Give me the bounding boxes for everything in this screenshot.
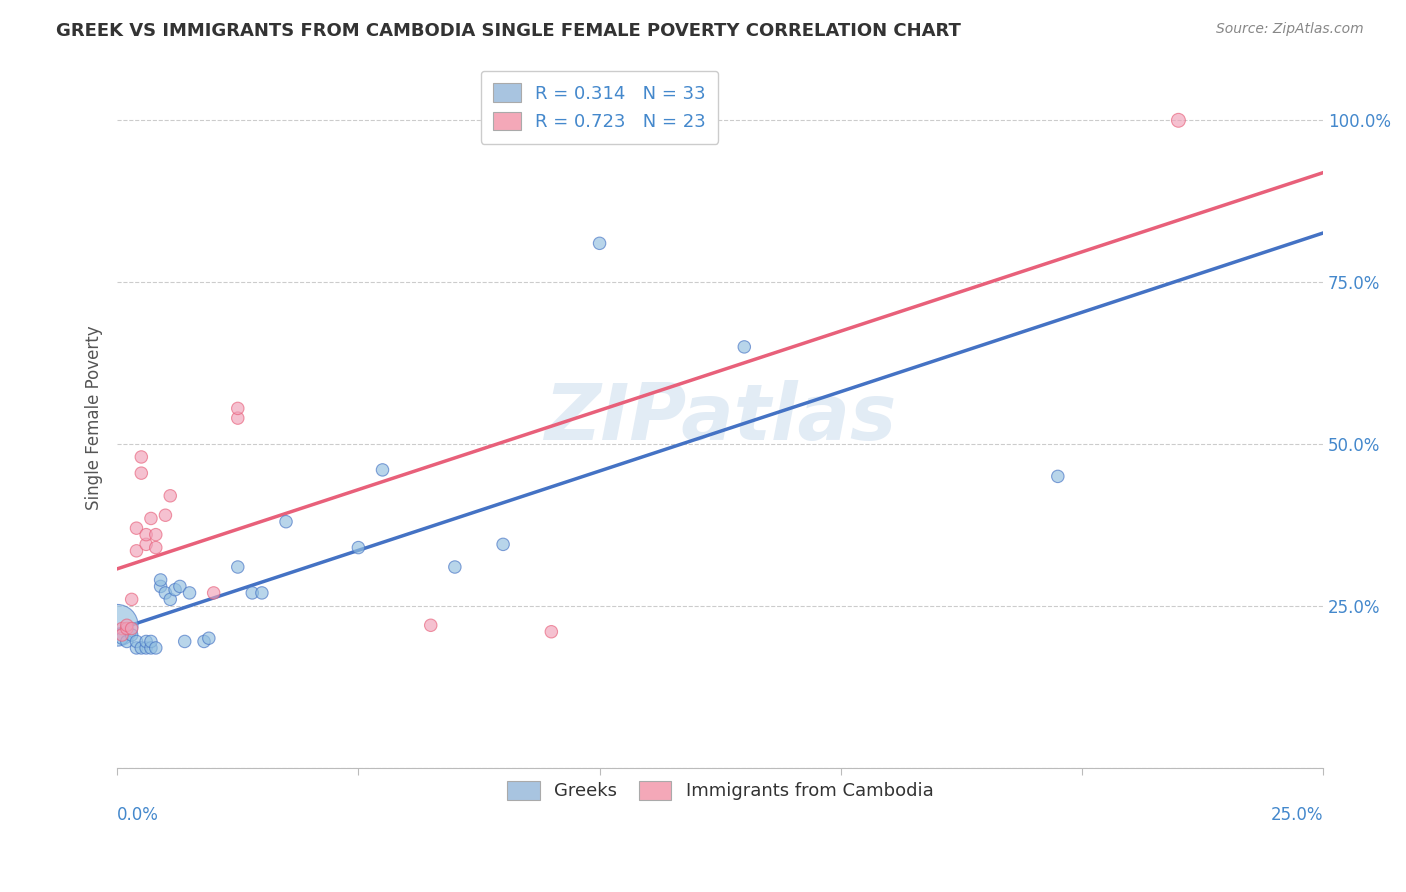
Point — [145, 541, 167, 555]
Point — [145, 527, 167, 541]
Point — [121, 628, 143, 642]
Point — [202, 586, 225, 600]
Point — [733, 340, 755, 354]
Point — [115, 618, 138, 632]
Point — [1167, 113, 1189, 128]
Point — [226, 411, 249, 425]
Point — [139, 640, 162, 655]
Point — [149, 573, 172, 587]
Point — [135, 537, 157, 551]
Point — [173, 634, 195, 648]
Point — [131, 450, 153, 464]
Point — [179, 586, 201, 600]
Point — [159, 592, 181, 607]
Point — [540, 624, 562, 639]
Point — [165, 582, 187, 597]
Point — [121, 622, 143, 636]
Point — [347, 541, 370, 555]
Point — [115, 622, 138, 636]
Point — [139, 511, 162, 525]
Point — [145, 640, 167, 655]
Point — [131, 640, 153, 655]
Point — [371, 463, 394, 477]
Point — [111, 628, 134, 642]
Point — [115, 634, 138, 648]
Point — [492, 537, 515, 551]
Point — [1046, 469, 1069, 483]
Point — [139, 634, 162, 648]
Text: GREEK VS IMMIGRANTS FROM CAMBODIA SINGLE FEMALE POVERTY CORRELATION CHART: GREEK VS IMMIGRANTS FROM CAMBODIA SINGLE… — [56, 22, 962, 40]
Point — [121, 592, 143, 607]
Point — [135, 640, 157, 655]
Point — [111, 622, 134, 636]
Text: 25.0%: 25.0% — [1271, 806, 1323, 824]
Point — [135, 527, 157, 541]
Point — [111, 631, 134, 645]
Point — [149, 579, 172, 593]
Point — [125, 544, 148, 558]
Point — [135, 634, 157, 648]
Legend: Greeks, Immigrants from Cambodia: Greeks, Immigrants from Cambodia — [499, 774, 941, 807]
Point — [131, 466, 153, 480]
Point — [159, 489, 181, 503]
Point — [125, 521, 148, 535]
Point — [155, 508, 177, 523]
Point — [226, 401, 249, 416]
Point — [419, 618, 441, 632]
Point — [193, 634, 215, 648]
Point — [198, 631, 221, 645]
Text: ZIPatlas: ZIPatlas — [544, 380, 896, 456]
Point — [169, 579, 191, 593]
Point — [240, 586, 263, 600]
Point — [105, 618, 128, 632]
Point — [444, 560, 467, 574]
Point — [588, 236, 610, 251]
Point — [125, 640, 148, 655]
Text: 0.0%: 0.0% — [117, 806, 159, 824]
Point — [250, 586, 273, 600]
Point — [155, 586, 177, 600]
Point — [274, 515, 297, 529]
Y-axis label: Single Female Poverty: Single Female Poverty — [86, 326, 103, 510]
Point — [125, 634, 148, 648]
Point — [226, 560, 249, 574]
Text: Source: ZipAtlas.com: Source: ZipAtlas.com — [1216, 22, 1364, 37]
